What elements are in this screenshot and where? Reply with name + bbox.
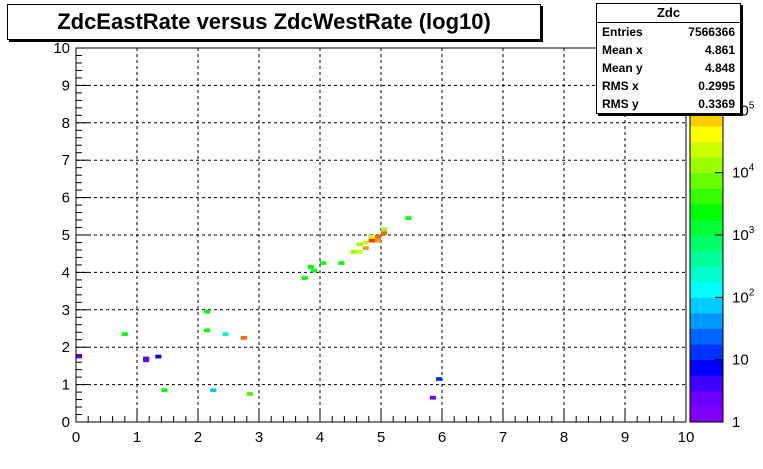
stats-label: RMS y — [602, 97, 639, 111]
x-tick-label: 4 — [316, 429, 324, 446]
heatmap-cell — [435, 377, 442, 381]
colorbar-segment — [690, 219, 723, 236]
colorbar-segment — [690, 266, 723, 283]
x-tick-label: 6 — [438, 429, 446, 446]
colorbar-segment — [690, 344, 723, 361]
heatmap-cell — [310, 268, 317, 273]
colorbar-segment — [690, 157, 723, 174]
colorbar-segment — [690, 172, 723, 189]
x-tick-label: 7 — [499, 429, 507, 446]
y-tick-label: 4 — [62, 264, 70, 281]
y-tick-label: 1 — [62, 377, 70, 394]
heatmap-cell — [121, 332, 128, 336]
x-tick-label: 2 — [194, 429, 202, 446]
stats-value: 0.2995 — [698, 79, 735, 93]
stats-box: Zdc Entries 7566366 Mean x 4.861 Mean y … — [596, 3, 741, 114]
stats-name: Zdc — [597, 4, 740, 23]
colorbar-segment — [690, 250, 723, 267]
heatmap-cell — [368, 238, 375, 243]
colorbar-tick-label: 10 — [732, 352, 749, 369]
heatmap-cell — [320, 261, 327, 265]
colorbar-segment — [690, 281, 723, 298]
heatmap-cell — [381, 231, 388, 235]
colorbar-tick-label: 103 — [732, 225, 755, 244]
stats-row-mean-x: Mean x 4.861 — [597, 41, 740, 59]
y-tick-label: 5 — [62, 227, 70, 244]
y-tick-label: 7 — [62, 152, 70, 169]
colorbar-segment — [690, 359, 723, 376]
heatmap-cell — [143, 358, 150, 363]
colorbar-segment — [690, 390, 723, 407]
colorbar-segment — [690, 125, 723, 142]
colorbar-segment — [690, 203, 723, 220]
heatmap-cell — [161, 388, 168, 393]
heatmap-cell — [76, 354, 83, 359]
heatmap-cell — [204, 328, 211, 333]
y-tick-label: 8 — [62, 115, 70, 132]
stats-row-rms-y: RMS y 0.3369 — [597, 95, 740, 113]
heatmap-cell — [362, 246, 369, 250]
y-tick-label: 0 — [62, 414, 70, 431]
heatmap-cell — [246, 392, 253, 396]
heatmap-cell — [356, 242, 363, 247]
heatmap-cell — [222, 332, 229, 336]
chart-title-box: ZdcEastRate versus ZdcWestRate (log10) — [7, 4, 541, 40]
heatmap-cell — [204, 309, 211, 314]
heatmap-cell — [338, 261, 345, 265]
x-tick-label: 3 — [255, 429, 263, 446]
x-tick-label: 10 — [678, 429, 695, 446]
colorbar-tick-label: 1 — [732, 414, 740, 431]
heatmap-cell — [381, 227, 388, 232]
colorbar-tick-label: 104 — [732, 163, 755, 182]
x-tick-label: 5 — [377, 429, 385, 446]
y-tick-label: 2 — [62, 339, 70, 356]
heatmap-cell — [307, 264, 314, 269]
colorbar-segment — [690, 328, 723, 345]
chart-title: ZdcEastRate versus ZdcWestRate (log10) — [57, 9, 491, 34]
heatmap-cell — [368, 235, 375, 239]
stats-value: 7566366 — [688, 25, 735, 39]
heatmap-cell — [374, 238, 381, 243]
heatmap-cell — [155, 354, 162, 359]
y-tick-label: 10 — [53, 40, 70, 57]
stats-label: Mean y — [602, 61, 643, 75]
colorbar-segment — [690, 110, 723, 127]
colorbar-segment — [690, 235, 723, 252]
heatmap-cell — [240, 335, 247, 340]
colorbar-segment — [690, 297, 723, 314]
stats-label: RMS x — [602, 79, 639, 93]
heatmap-cell — [374, 235, 381, 239]
colorbar-segment — [690, 375, 723, 392]
colorbar-segment — [690, 188, 723, 205]
stats-row-mean-y: Mean y 4.848 — [597, 59, 740, 77]
heatmap-cell — [143, 356, 150, 361]
y-tick-label: 9 — [62, 77, 70, 94]
x-tick-label: 0 — [72, 429, 80, 446]
colorbar-tick-label: 102 — [732, 287, 755, 306]
x-tick-label: 8 — [560, 429, 568, 446]
heatmap-cell — [301, 276, 308, 280]
heatmap-cell — [429, 395, 436, 400]
stats-value: 4.848 — [704, 61, 735, 75]
x-tick-label: 1 — [133, 429, 141, 446]
colorbar-segment — [690, 312, 723, 329]
stats-row-rms-x: RMS x 0.2995 — [597, 77, 740, 95]
heatmap-cell — [405, 216, 412, 221]
heatmap-cell — [356, 249, 363, 254]
stats-value: 0.3369 — [698, 97, 735, 111]
heatmap-cell — [210, 388, 217, 393]
heatmap-cell — [362, 240, 369, 245]
y-tick-label: 3 — [62, 302, 70, 319]
y-tick-label: 6 — [62, 190, 70, 207]
heatmap-cell — [350, 249, 357, 254]
colorbar-segment — [690, 141, 723, 158]
stats-value: 4.861 — [704, 43, 735, 57]
colorbar-segment — [690, 406, 723, 423]
stats-label: Mean x — [602, 43, 643, 57]
x-tick-label: 9 — [621, 429, 629, 446]
stats-label: Entries — [602, 25, 643, 39]
stats-row-entries: Entries 7566366 — [597, 23, 740, 41]
